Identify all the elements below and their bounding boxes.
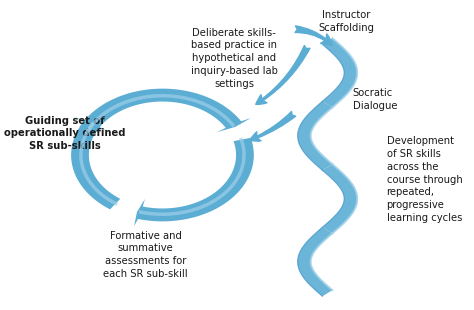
Polygon shape bbox=[322, 38, 357, 107]
Polygon shape bbox=[71, 117, 120, 209]
Polygon shape bbox=[134, 138, 254, 226]
Text: Instructor
Scaffolding: Instructor Scaffolding bbox=[319, 10, 374, 33]
Polygon shape bbox=[80, 89, 251, 132]
Polygon shape bbox=[298, 227, 332, 296]
Text: Formative and
summative
assessments for
each SR sub-skill: Formative and summative assessments for … bbox=[103, 231, 188, 279]
Polygon shape bbox=[298, 101, 332, 170]
Text: Deliberate skills-
based practice in
hypothetical and
inquiry-based lab
settings: Deliberate skills- based practice in hyp… bbox=[191, 28, 278, 89]
Polygon shape bbox=[322, 164, 357, 233]
Text: Guiding set of
operationally defined
SR sub-skills: Guiding set of operationally defined SR … bbox=[4, 116, 126, 151]
Text: Socratic
Dialogue: Socratic Dialogue bbox=[353, 88, 397, 111]
Text: Development
of SR skills
across the
course through
repeated,
progressive
learnin: Development of SR skills across the cour… bbox=[387, 136, 462, 223]
